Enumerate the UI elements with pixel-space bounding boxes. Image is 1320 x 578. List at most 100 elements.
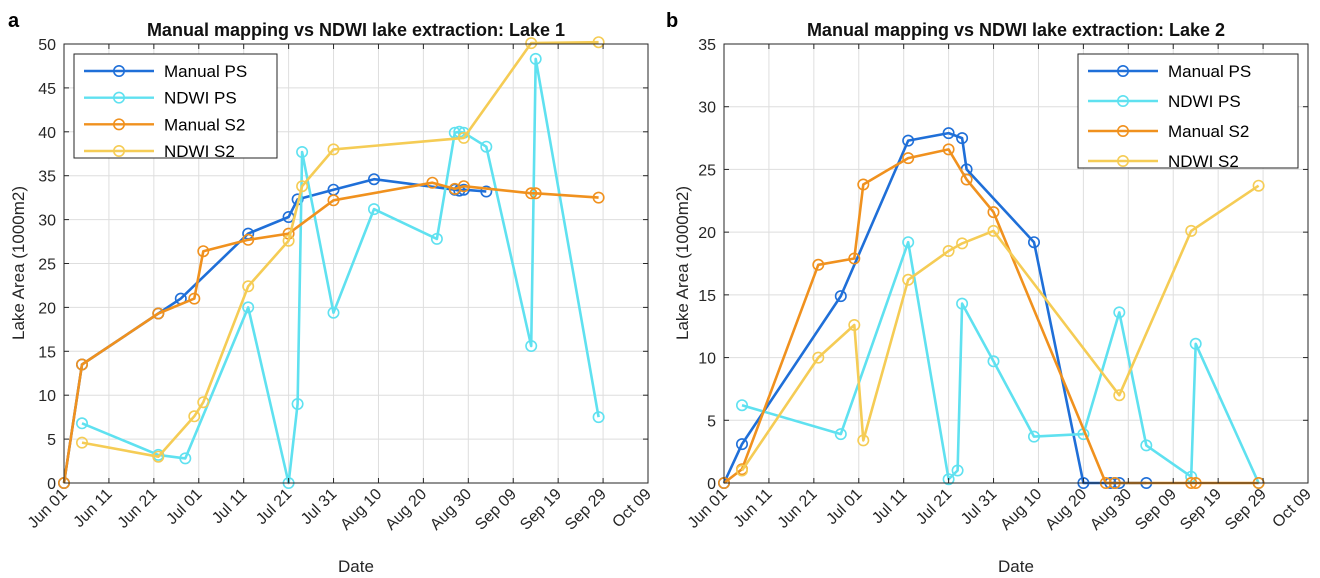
x-axis-label: Date [998, 557, 1034, 576]
data-point [188, 410, 201, 423]
data-point [857, 178, 870, 191]
data-point [1189, 337, 1202, 350]
data-point [956, 237, 969, 250]
chart-title: Manual mapping vs NDWI lake extraction: … [807, 20, 1225, 40]
data-point [987, 224, 1000, 237]
y-tick-label: 25 [698, 162, 716, 179]
data-point [327, 306, 340, 319]
series-line [81, 40, 599, 459]
x-tick-label: Sep 19 [1177, 486, 1225, 534]
axes-box [723, 43, 1309, 484]
series-line [62, 181, 599, 484]
data-point [282, 234, 295, 247]
data-point [152, 307, 165, 320]
x-tick-label: Jun 11 [731, 486, 776, 531]
y-tick-label: 15 [38, 344, 56, 361]
x-tick-label: Jul 11 [209, 486, 250, 527]
data-point [529, 187, 542, 200]
data-point [848, 252, 861, 265]
legend-label: Manual PS [1168, 62, 1251, 81]
data-point [735, 464, 748, 477]
legend-label: NDWI S2 [164, 142, 235, 161]
x-tick-label: Jul 21 [253, 486, 295, 528]
y-tick-label: 15 [698, 288, 716, 305]
data-point [1113, 306, 1126, 319]
legend-box [1077, 53, 1299, 169]
series-line [741, 240, 1260, 484]
data-point [480, 140, 493, 153]
legend-marker [113, 145, 126, 158]
data-point [367, 203, 380, 216]
data-point [812, 351, 825, 364]
panel-label-a: a [8, 10, 20, 32]
data-point [525, 187, 538, 200]
data-point [296, 180, 309, 193]
data-point [457, 183, 470, 196]
chart-title: Manual mapping vs NDWI lake extraction: … [147, 20, 565, 40]
data-point [291, 397, 304, 410]
x-tick-label: Oct 09 [1269, 486, 1314, 531]
y-tick-label: 10 [698, 351, 716, 368]
y-tick-label: 0 [47, 476, 56, 493]
data-point [457, 180, 470, 193]
panel-lake-2: b Manual mapping vs NDWI lake extraction… [666, 10, 1315, 576]
data-point [848, 318, 861, 331]
data-point [242, 233, 255, 246]
panel-lake-1: a Manual mapping vs NDWI lake extraction… [8, 10, 655, 576]
y-tick-label: 20 [698, 225, 716, 242]
data-point [426, 176, 439, 189]
data-point [525, 339, 538, 352]
legend-marker [113, 118, 126, 131]
x-tick-label: Jul 01 [823, 486, 865, 528]
y-tick-label: 20 [38, 300, 56, 317]
legend-label: Manual S2 [164, 115, 245, 134]
series-line [81, 57, 600, 485]
x-tick-label: Aug 20 [1042, 486, 1090, 534]
data-point [812, 258, 825, 271]
y-axis-label: Lake Area (1000m2) [673, 186, 692, 340]
data-point [1140, 439, 1153, 452]
data-point [942, 127, 955, 140]
legend-label: Manual PS [164, 62, 247, 81]
y-tick-label: 25 [38, 257, 56, 274]
x-tick-label: Jul 31 [298, 486, 340, 528]
data-point [1028, 236, 1041, 249]
x-tick-label: Sep 29 [1222, 486, 1270, 534]
x-tick-label: Sep 19 [517, 486, 565, 534]
data-point [76, 358, 89, 371]
y-tick-label: 35 [698, 37, 716, 54]
data-point [902, 152, 915, 165]
data-point [296, 146, 309, 159]
data-point [942, 245, 955, 258]
y-tick-label: 0 [707, 476, 716, 493]
data-point [188, 292, 201, 305]
x-axis-label: Date [338, 557, 374, 576]
x-tick-label: Sep 09 [1132, 486, 1180, 534]
y-tick-label: 5 [47, 432, 56, 449]
x-tick-label: Jul 21 [913, 486, 955, 528]
data-point [1028, 430, 1041, 443]
data-point [152, 450, 165, 463]
legend-marker [1117, 65, 1130, 78]
data-point [735, 438, 748, 451]
data-point [430, 232, 443, 245]
data-point [1113, 389, 1126, 402]
x-tick-label: Aug 10 [337, 486, 385, 534]
x-tick-label: Jun 21 [775, 486, 821, 532]
data-point [242, 280, 255, 293]
data-point [942, 143, 955, 156]
data-point [956, 132, 969, 145]
legend-label: NDWI PS [164, 89, 237, 108]
x-tick-label: Aug 10 [997, 486, 1045, 534]
x-tick-label: Aug 30 [1087, 486, 1135, 534]
data-point [902, 273, 915, 286]
data-point [480, 185, 493, 198]
y-tick-label: 40 [38, 125, 56, 142]
data-point [525, 37, 538, 50]
y-tick-label: 30 [698, 100, 716, 117]
x-tick-label: Aug 30 [427, 486, 475, 534]
y-tick-label: 50 [38, 37, 56, 54]
x-tick-label: Jul 11 [869, 486, 910, 527]
data-point [1252, 179, 1265, 192]
